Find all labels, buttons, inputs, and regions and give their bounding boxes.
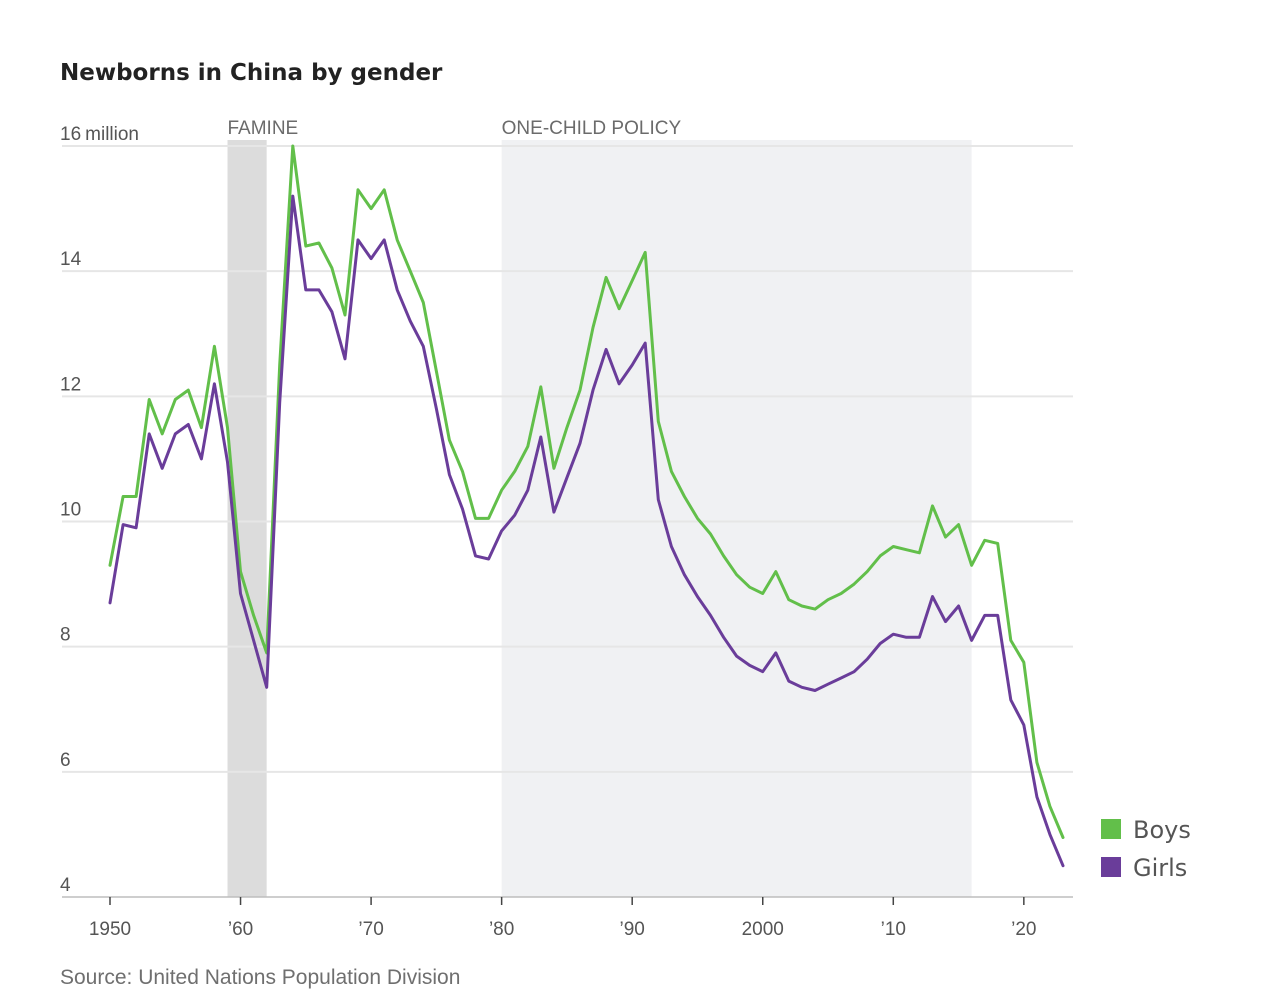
series-line-girls [108,194,1065,868]
series-lines [108,144,1065,868]
x-tick-label: ’70 [358,919,383,940]
shaded-periods: FAMINE ONE-CHILD POLICY [227,118,972,897]
legend-label-boys: Boys [1133,816,1191,844]
y-tick-label: 8 [60,625,71,646]
legend-swatch-girls [1101,857,1121,877]
shaded-period-label-1: ONE-CHILD POLICY [502,118,682,139]
legend-label-girls: Girls [1133,854,1187,882]
legend: Boys Girls [1101,816,1191,882]
y-tick-label: 14 [60,249,82,270]
x-tick-label: ’10 [881,919,906,940]
x-tick-label: ’20 [1011,919,1036,940]
x-axis-ticks: 1950 ’60 ’70 ’80 ’90 2000 ’10 ’20 [89,897,1037,940]
y-tick-label: 12 [60,374,81,395]
chart-title: Newborns in China by gender [60,60,443,86]
y-tick-label: 6 [60,750,71,771]
x-tick-label: ’60 [228,919,253,940]
y-tick-label: 4 [60,875,71,896]
legend-swatch-boys [1101,819,1121,839]
y-unit-label: million [85,124,139,145]
shaded-period-1 [501,140,972,897]
x-tick-label: ’90 [620,919,645,940]
series-line-boys [108,144,1065,839]
y-axis-ticks: 4 6 8 10 12 14 16 million [60,124,139,896]
y-tick-label: 16 million [60,124,139,145]
y-tick-label: 10 [60,500,81,521]
x-tick-label: 2000 [742,919,784,940]
x-tick-label: ’80 [489,919,514,940]
x-tick-label: 1950 [89,919,131,940]
source-note: Source: United Nations Population Divisi… [60,966,460,989]
grid-lines [62,145,1073,898]
shaded-period-label-0: FAMINE [227,118,298,139]
